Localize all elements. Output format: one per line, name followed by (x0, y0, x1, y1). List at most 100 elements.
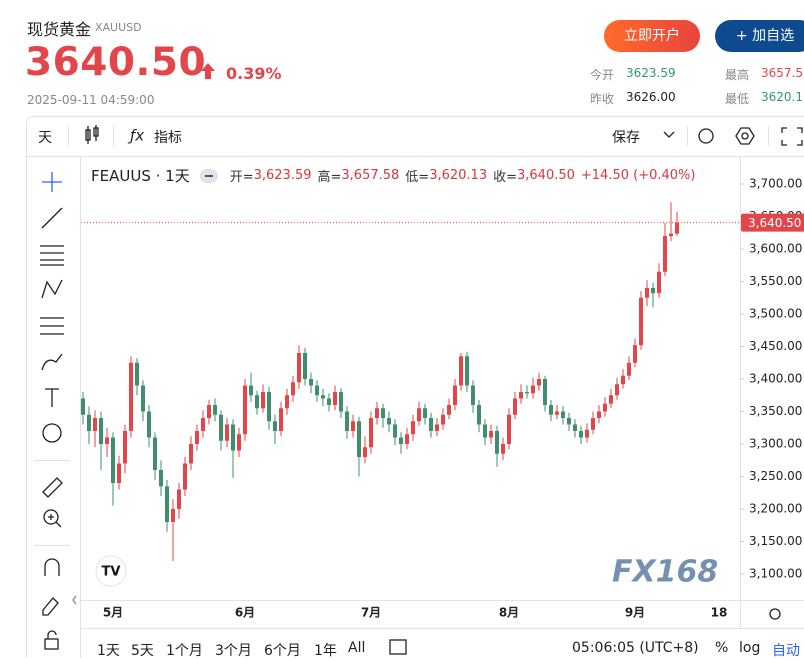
chart-title: FEAUUS · 1天 (91, 165, 190, 186)
candle-body (387, 418, 391, 425)
candle-body (573, 425, 577, 432)
interval-button[interactable]: 天 (38, 127, 52, 147)
last-price-label: 3,640.50 (748, 216, 801, 230)
candle-body (411, 421, 415, 434)
open-account-button[interactable]: 立即开户 (604, 20, 700, 52)
clock: 05:06:05 (UTC+8) (572, 640, 699, 656)
y-tick-label: 3,450.00 (749, 339, 802, 353)
candle-body (615, 384, 619, 395)
candle-body (375, 408, 379, 418)
y-tick-label: 3,350.00 (749, 404, 802, 418)
percent-toggle[interactable]: % (715, 640, 728, 656)
candle-body (303, 353, 307, 379)
candle-body (351, 421, 355, 431)
candle-body (129, 363, 133, 431)
legend-toggle[interactable] (200, 169, 218, 183)
candle-body (465, 356, 469, 385)
indicators-button[interactable]: 指标 (154, 127, 182, 147)
watermark: FX168 (612, 555, 718, 590)
y-tick-label: 3,700.00 (749, 177, 802, 191)
legend-change: +14.50 (+0.40%) (581, 168, 696, 183)
x-tick-label: 8月 (499, 606, 519, 620)
candle-body (447, 405, 451, 415)
candle-body (213, 405, 217, 415)
y-tick-label: 3,550.00 (749, 274, 802, 288)
legend-label: 收= (493, 166, 517, 185)
candle-body (189, 444, 193, 464)
y-tick-label: 3,150.00 (749, 534, 802, 548)
candle-body (639, 298, 643, 345)
y-tick-label: 3,100.00 (749, 567, 802, 581)
candle-body (423, 408, 427, 418)
range-button[interactable]: 3个月 (215, 640, 252, 660)
candle-body (345, 412, 349, 432)
range-button[interactable]: All (348, 640, 365, 656)
range-button[interactable]: 1天 (97, 640, 120, 660)
candle-body (651, 288, 655, 293)
candle-body (621, 376, 625, 384)
candle-body (501, 444, 505, 454)
auto-toggle[interactable]: 自动 (772, 640, 800, 660)
candle-body (297, 353, 301, 382)
candle-body (279, 408, 283, 431)
quote-time: 2025-09-11 04:59:00 (27, 93, 154, 107)
stat-label: 最高 (725, 66, 749, 83)
candle-body (633, 345, 637, 363)
candle-body (471, 386, 475, 406)
range-button[interactable]: 5天 (131, 640, 154, 660)
candle-body (663, 236, 667, 272)
x-tick-label: 18 (711, 606, 728, 620)
log-toggle[interactable]: log (739, 640, 760, 656)
range-button[interactable]: 6个月 (264, 640, 301, 660)
x-tick-label: 5月 (103, 606, 123, 620)
y-tick-label: 3,600.00 (749, 242, 802, 256)
candle-body (123, 431, 127, 464)
candle-body (315, 386, 319, 396)
candle-body (591, 418, 595, 430)
range-button[interactable]: 1年 (314, 640, 337, 660)
candle-body (81, 399, 85, 415)
candle-body (171, 509, 175, 522)
up-arrow (200, 62, 216, 80)
candle-body (273, 421, 277, 431)
candle-body (201, 418, 205, 431)
candle-body (435, 425, 439, 432)
candle-body (249, 386, 253, 396)
candle-body (291, 382, 295, 395)
tv-badge-logo: TV (102, 565, 121, 580)
candle-body (483, 425, 487, 438)
candle-body (147, 412, 151, 438)
candle-body (255, 395, 259, 408)
legend-value: 3,623.59 (254, 168, 312, 183)
range-button[interactable]: 1个月 (166, 640, 203, 660)
fx-icon[interactable]: ƒx (127, 127, 144, 145)
candle-body (135, 363, 139, 386)
candle-body (549, 405, 553, 415)
candle-body (417, 408, 421, 421)
stat-value: 3657.58 (761, 66, 804, 80)
candle-body (429, 418, 433, 431)
candle-body (507, 415, 511, 444)
last-price: 3640.50 (25, 40, 206, 85)
candle-body (327, 399, 331, 406)
candle-body (309, 379, 313, 386)
y-tick-label: 3,400.00 (749, 372, 802, 386)
instrument-name: 现货黄金 (27, 16, 91, 40)
y-tick-label: 3,300.00 (749, 437, 802, 451)
save-button[interactable]: 保存 (612, 127, 640, 147)
candle-body (477, 405, 481, 425)
stat-value: 3623.59 (626, 66, 676, 80)
watchlist-button[interactable]: + 加自选 (715, 20, 804, 52)
candle-body (579, 431, 583, 438)
candle-body (93, 418, 97, 431)
candle-body (537, 379, 541, 386)
legend-value: 3,657.58 (341, 168, 399, 183)
y-tick-label: 3,200.00 (749, 502, 802, 516)
candle-body (453, 386, 457, 406)
candle-body (183, 464, 187, 490)
candle-body (243, 386, 247, 435)
candle-body (333, 392, 337, 405)
candle-body (543, 379, 547, 405)
candle-body (111, 438, 115, 484)
